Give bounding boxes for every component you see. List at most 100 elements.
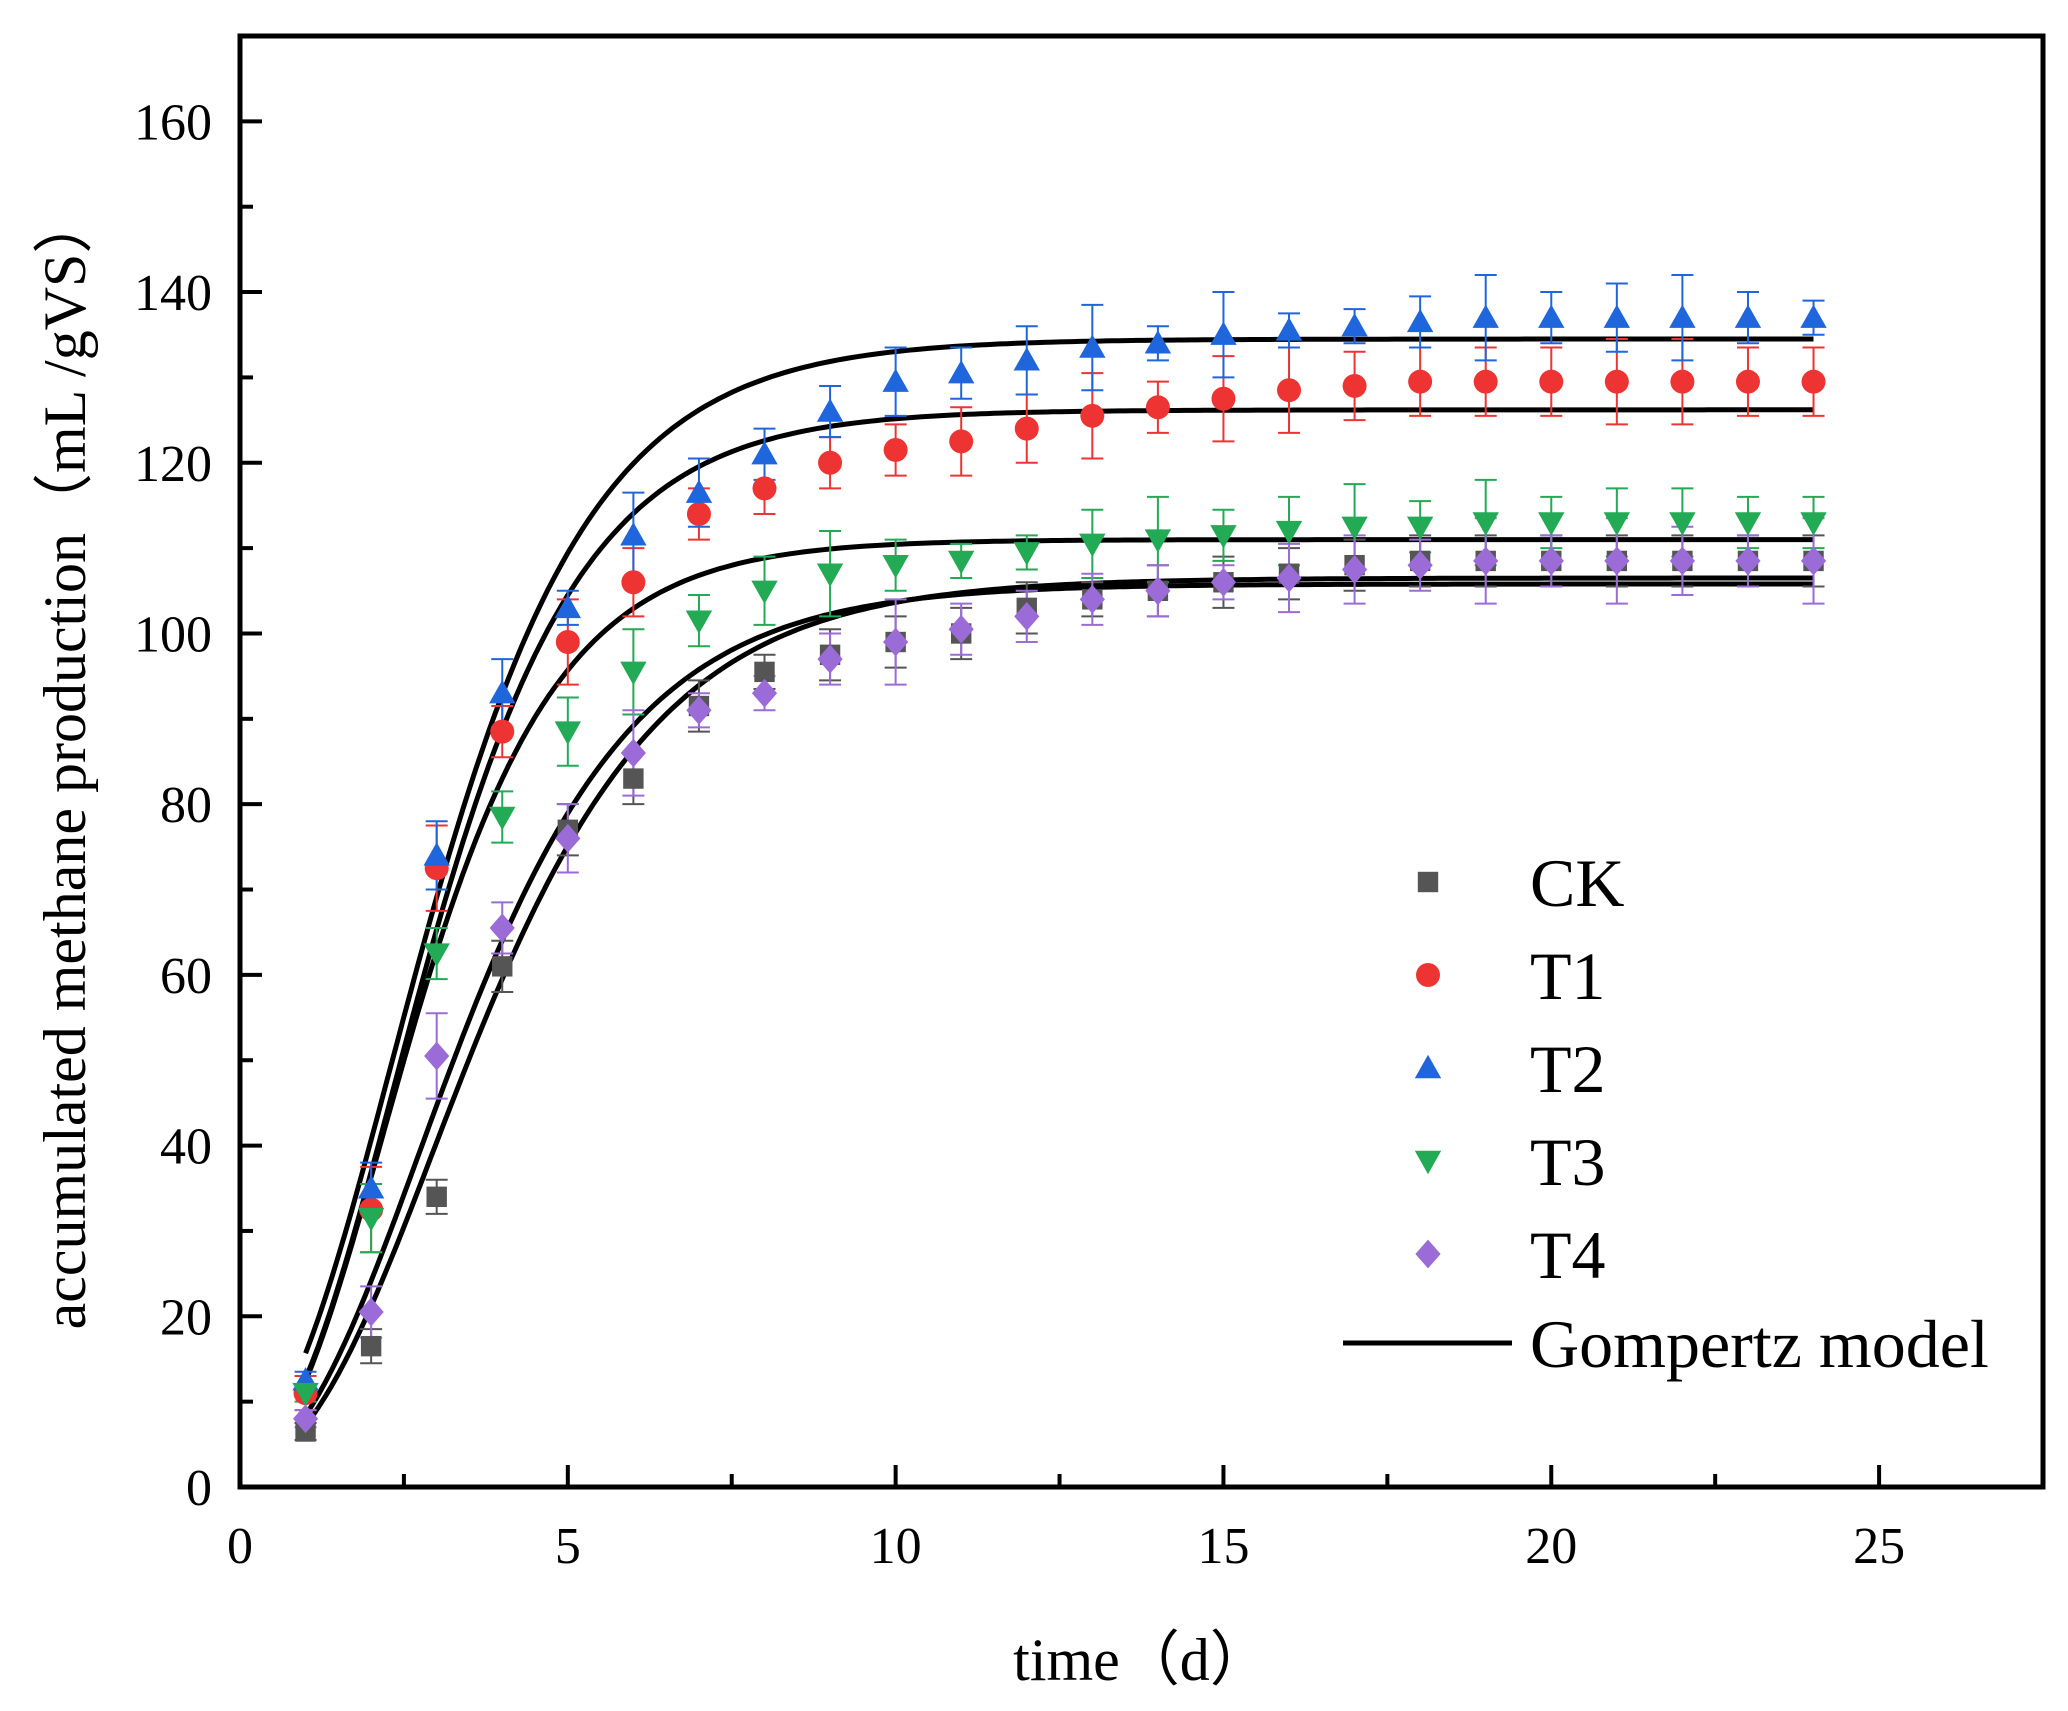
point-t1	[1014, 416, 1039, 441]
point-t3	[423, 943, 450, 967]
point-t4	[1014, 602, 1040, 631]
legend-label-ck: CK	[1530, 845, 1624, 921]
point-t2	[357, 1175, 385, 1199]
point-t3	[1800, 512, 1827, 536]
x-axis-ticks: 0 5 10 15 20 25	[227, 1465, 1905, 1575]
point-t4	[1210, 567, 1237, 597]
point-t2	[423, 842, 450, 866]
y-tick-label: 20	[160, 1289, 212, 1346]
point-t4	[292, 1404, 319, 1434]
point-t1	[1670, 369, 1695, 394]
point-t4	[1145, 576, 1171, 606]
point-t2	[685, 479, 713, 503]
point-t1	[883, 437, 908, 462]
x-tick-label: 10	[870, 1518, 922, 1575]
point-ck	[754, 661, 775, 683]
point-ck	[360, 1335, 382, 1357]
point-t2	[816, 398, 844, 422]
legend: CK T1 T2 T3 T4 Gompertz model	[1343, 845, 1989, 1382]
point-t2	[1472, 304, 1499, 328]
point-t4	[1079, 584, 1105, 614]
x-axis-title: time（d）	[1013, 1627, 1270, 1693]
x-tick-label: 5	[555, 1518, 581, 1575]
y-tick-label: 80	[160, 777, 212, 834]
point-t3	[1406, 516, 1434, 540]
point-t4	[620, 738, 646, 768]
gompertz-curve-t1	[303, 407, 1814, 1380]
point-t1	[555, 630, 580, 655]
point-t3	[1734, 512, 1762, 536]
gompertz-curve-ck	[303, 575, 1814, 1427]
legend-marker-t3	[1414, 1150, 1442, 1175]
point-t2	[1603, 304, 1631, 328]
point-t4	[1276, 563, 1302, 593]
y-tick-label: 160	[134, 94, 212, 151]
legend-marker-t1	[1416, 963, 1440, 987]
point-t2	[1079, 334, 1106, 358]
point-t2	[882, 368, 909, 392]
point-t2	[1538, 304, 1565, 328]
point-t3	[1669, 512, 1696, 536]
point-t4	[358, 1297, 384, 1327]
point-t4	[948, 614, 974, 644]
legend-label-t3: T3	[1530, 1124, 1606, 1200]
point-t2	[948, 359, 975, 384]
point-t4	[1341, 555, 1368, 584]
point-t3	[357, 1207, 385, 1232]
x-tick-label: 20	[1525, 1518, 1577, 1575]
point-t2	[751, 441, 778, 465]
y-tick-label: 40	[160, 1119, 212, 1176]
point-t2	[489, 680, 516, 704]
point-t3	[751, 580, 778, 604]
point-t1	[949, 429, 974, 454]
point-t2	[620, 522, 647, 546]
y-tick-label: 60	[160, 948, 212, 1005]
point-t4	[1407, 550, 1433, 580]
point-t1	[490, 719, 515, 744]
legend-marker-ck	[1417, 871, 1439, 893]
x-tick-label: 15	[1197, 1518, 1249, 1575]
point-t4	[1604, 546, 1630, 576]
point-t1	[1539, 369, 1564, 394]
point-t3	[1538, 512, 1565, 536]
point-t3	[620, 661, 647, 686]
point-t1	[1342, 373, 1367, 398]
point-ck	[623, 768, 644, 789]
legend-marker-t2	[1414, 1054, 1442, 1079]
legend-label-t1: T1	[1530, 938, 1606, 1014]
point-ck	[492, 956, 513, 977]
point-t3	[816, 563, 844, 587]
point-t1	[686, 501, 711, 526]
legend-label-t2: T2	[1530, 1031, 1606, 1107]
plot-frame	[237, 33, 2046, 1490]
point-t3	[292, 1382, 319, 1407]
point-t3	[948, 550, 975, 575]
data-points	[292, 304, 1827, 1442]
point-t1	[1277, 378, 1302, 403]
point-t2	[1210, 321, 1237, 345]
point-t4	[1538, 546, 1564, 576]
x-tick-label: 25	[1853, 1518, 1905, 1575]
point-t1	[1473, 369, 1498, 394]
point-t4	[686, 695, 712, 725]
point-t1	[621, 570, 646, 595]
y-tick-label: 120	[134, 436, 212, 493]
point-t3	[1013, 542, 1040, 566]
error-bars	[294, 273, 1825, 1442]
point-t4	[883, 627, 909, 657]
point-t4	[424, 1041, 450, 1071]
point-t2	[1800, 304, 1827, 328]
point-t3	[1275, 520, 1303, 545]
point-t3	[1144, 529, 1172, 553]
gompertz-curve-t2	[303, 336, 1814, 1355]
point-ck	[426, 1186, 447, 1207]
point-t3	[554, 721, 582, 745]
point-t4	[1473, 546, 1499, 576]
y-axis-ticks: 0 20 40 60 80 100 120 140 160	[134, 34, 262, 1517]
point-t4	[817, 644, 843, 674]
point-t1	[1604, 369, 1629, 394]
y-tick-label: 0	[186, 1460, 212, 1517]
point-t4	[1800, 546, 1827, 576]
point-t3	[1341, 516, 1368, 540]
